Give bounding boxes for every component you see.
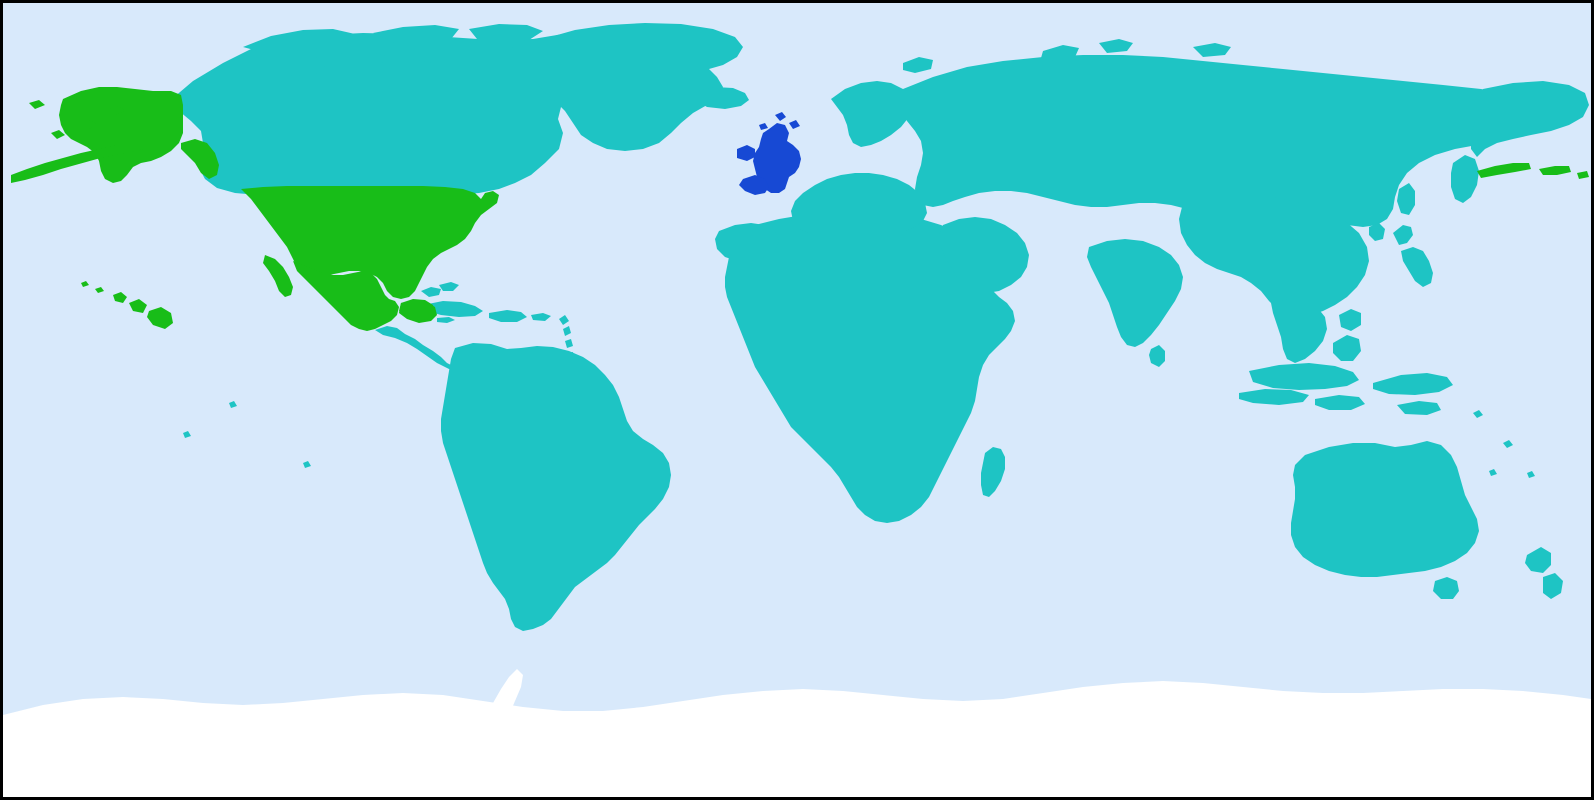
region-aleutian-islands[interactable] — [11, 100, 145, 183]
region-middle-east[interactable] — [939, 217, 1029, 293]
region-africa[interactable] — [725, 212, 1015, 523]
region-aleutian-islands-east[interactable] — [1477, 163, 1589, 179]
region-madagascar[interactable] — [981, 447, 1005, 497]
region-wales-cornwall[interactable] — [739, 175, 769, 195]
landmasses-polar — [3, 669, 1591, 797]
region-iberia[interactable] — [715, 223, 779, 261]
region-southeast-asia[interactable] — [1271, 299, 1327, 363]
region-hawaii[interactable] — [81, 281, 173, 329]
region-east-asia[interactable] — [1179, 195, 1369, 317]
region-yucatan[interactable] — [399, 299, 435, 321]
landmasses-highlight-primary — [11, 87, 1589, 331]
region-chukotka[interactable] — [1471, 81, 1589, 157]
region-northern-ireland[interactable] — [737, 145, 755, 161]
region-south-america[interactable] — [441, 343, 671, 631]
region-new-zealand[interactable] — [1525, 547, 1563, 599]
landmasses-default — [173, 23, 1589, 631]
region-tasmania[interactable] — [1433, 577, 1459, 599]
region-south-asia[interactable] — [1087, 239, 1183, 347]
region-canada-arctic[interactable] — [243, 24, 635, 76]
region-sri-lanka[interactable] — [1149, 345, 1165, 367]
world-map-canvas[interactable] — [3, 3, 1591, 797]
region-caribbean[interactable] — [421, 282, 574, 360]
region-greenland[interactable] — [533, 23, 743, 151]
region-great-britain[interactable] — [753, 123, 801, 193]
region-iceland[interactable] — [697, 87, 749, 109]
region-scandinavia[interactable] — [831, 81, 913, 147]
region-alaska[interactable] — [59, 87, 183, 183]
region-antarctica[interactable] — [3, 681, 1591, 797]
landmasses-highlight-secondary — [737, 112, 801, 195]
region-japan[interactable] — [1393, 225, 1433, 287]
region-mexico[interactable] — [263, 255, 437, 331]
region-northeast-asia[interactable] — [1369, 155, 1479, 241]
region-indonesia[interactable] — [1239, 309, 1453, 415]
region-arctic-islands[interactable] — [903, 39, 1231, 73]
region-australia[interactable] — [1291, 441, 1479, 577]
region-alaska-panhandle[interactable] — [181, 139, 219, 179]
region-scottish-isles[interactable] — [759, 112, 800, 130]
region-antarctic-peninsula[interactable] — [479, 669, 523, 741]
region-europe[interactable] — [791, 173, 927, 233]
region-russia[interactable] — [901, 55, 1543, 227]
